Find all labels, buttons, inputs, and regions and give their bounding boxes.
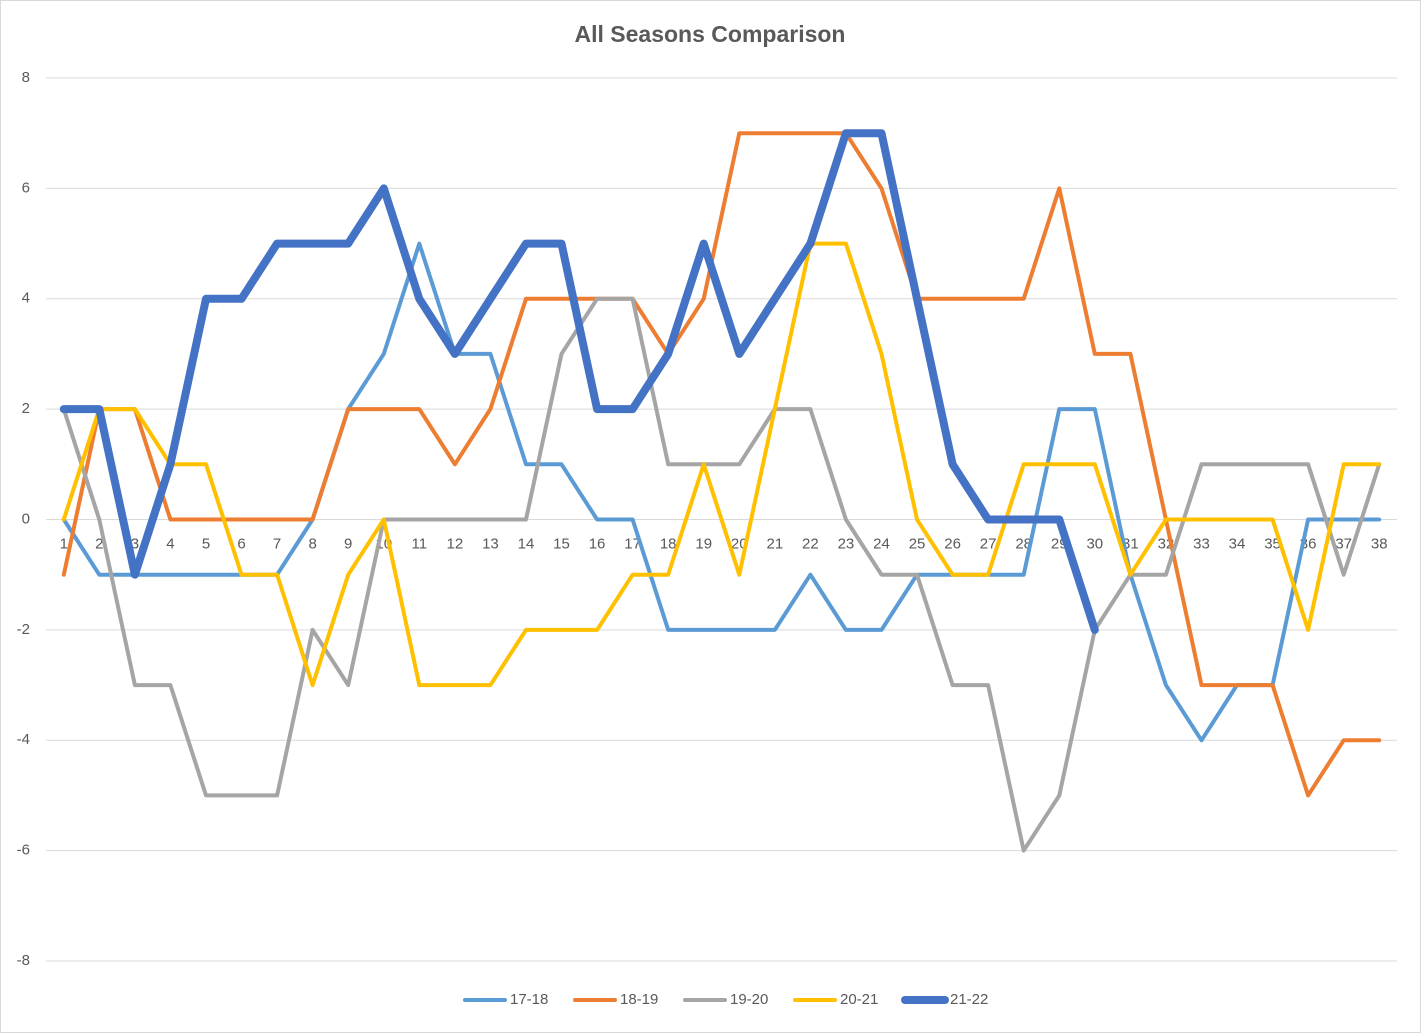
x-tick-label: 13 <box>482 535 499 552</box>
x-tick-label: 23 <box>838 535 855 552</box>
x-tick-label: 25 <box>909 535 926 552</box>
x-tick-label: 33 <box>1193 535 1210 552</box>
y-tick-label: 4 <box>22 290 30 307</box>
x-tick-label: 38 <box>1371 535 1388 552</box>
x-tick-label: 14 <box>518 535 535 552</box>
y-tick-label: 2 <box>22 400 30 417</box>
x-tick-label: 5 <box>202 535 210 552</box>
x-tick-label: 27 <box>980 535 997 552</box>
x-tick-label: 15 <box>553 535 570 552</box>
x-tick-label: 9 <box>344 535 352 552</box>
x-tick-label: 6 <box>237 535 245 552</box>
x-tick-label: 34 <box>1229 535 1246 552</box>
legend-label: 21-22 <box>950 991 988 1008</box>
legend-label: 20-21 <box>840 991 878 1008</box>
x-tick-label: 35 <box>1264 535 1281 552</box>
x-tick-label: 7 <box>273 535 281 552</box>
x-tick-label: 4 <box>166 535 174 552</box>
x-tick-label: 21 <box>766 535 783 552</box>
series-line <box>61 131 1382 798</box>
x-tick-label: 16 <box>589 535 606 552</box>
x-tick-label: 30 <box>1086 535 1103 552</box>
y-tick-label: -2 <box>17 621 30 638</box>
y-tick-label: 8 <box>22 69 30 86</box>
x-tick-label: 1 <box>60 535 68 552</box>
x-tick-label: 37 <box>1335 535 1352 552</box>
x-tick-label: 2 <box>95 535 103 552</box>
x-tick-label: 8 <box>308 535 316 552</box>
x-tick-label: 26 <box>944 535 961 552</box>
chart-title: All Seasons Comparison <box>575 21 846 47</box>
series-line <box>61 296 1382 853</box>
x-tick-label: 22 <box>802 535 819 552</box>
legend-label: 19-20 <box>730 991 768 1008</box>
series-line <box>61 241 1382 688</box>
x-tick-label: 12 <box>447 535 464 552</box>
y-tick-label: -8 <box>17 952 30 969</box>
y-tick-label: 0 <box>22 510 30 527</box>
legend-label: 17-18 <box>510 991 548 1008</box>
series-line <box>59 129 1099 634</box>
x-tick-label: 3 <box>131 535 139 552</box>
y-tick-label: -6 <box>17 842 30 859</box>
y-tick-label: -4 <box>17 731 30 748</box>
legend-label: 18-19 <box>620 991 658 1008</box>
x-tick-label: 19 <box>695 535 712 552</box>
x-tick-label: 18 <box>660 535 677 552</box>
x-tick-label: 11 <box>412 535 428 552</box>
x-tick-label: 17 <box>624 535 641 552</box>
series-line <box>61 241 1382 743</box>
y-tick-label: 6 <box>22 179 30 196</box>
x-tick-label: 24 <box>873 535 890 552</box>
